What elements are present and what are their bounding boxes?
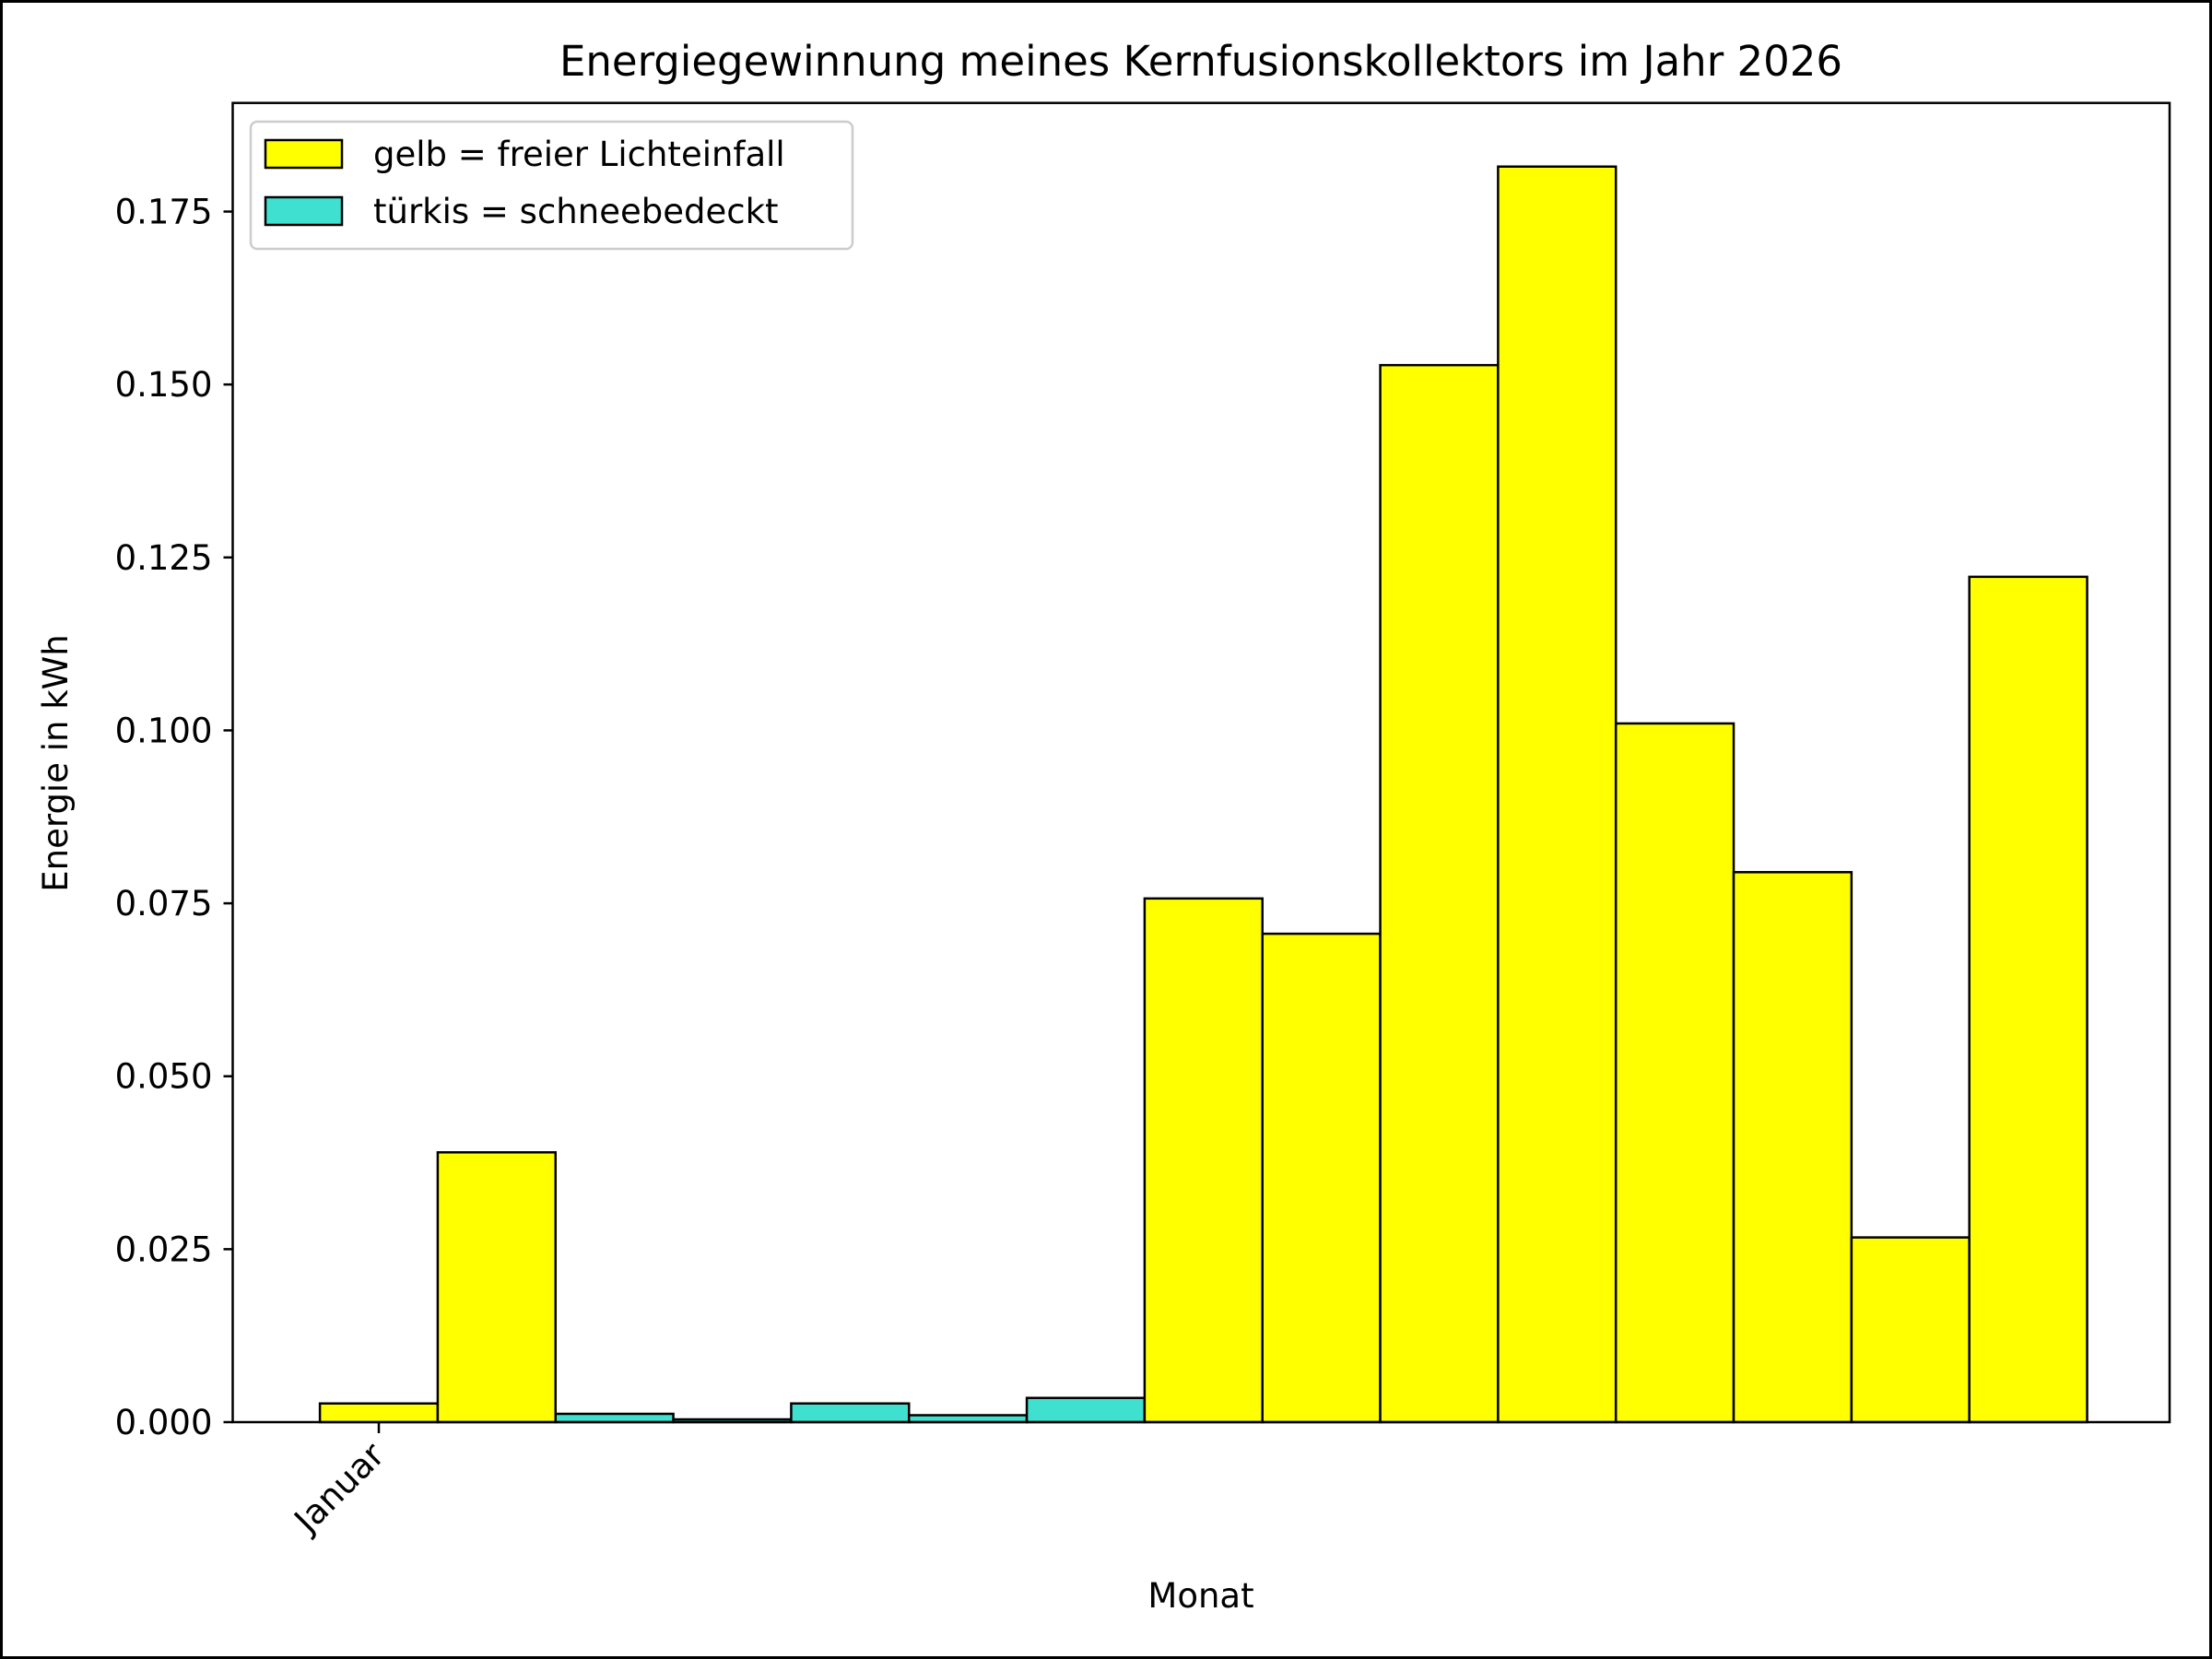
y-tick-label: 0.125 — [115, 538, 213, 578]
legend-label-sun: gelb = freier Lichteinfall — [373, 135, 785, 174]
y-tick-label: 0.075 — [115, 884, 213, 924]
bar-7 — [1025, 1396, 1147, 1424]
y-tick-label: 0.050 — [115, 1057, 213, 1097]
x-axis: Januar — [286, 1422, 393, 1541]
bar-10 — [1379, 363, 1500, 1424]
bar-5 — [790, 1402, 911, 1424]
bar-12 — [1614, 722, 1735, 1424]
bar-14 — [1850, 1236, 1971, 1424]
bar-15 — [1968, 575, 2088, 1424]
legend-swatch-yellow — [264, 138, 344, 170]
y-tick-label: 0.025 — [115, 1230, 213, 1269]
y-axis-label: Energie in kWh — [36, 634, 76, 891]
bar-9 — [1261, 932, 1382, 1424]
bar-11 — [1497, 165, 1618, 1424]
y-axis: 0.000 0.025 0.050 0.075 0.100 0.125 0.150 0.175 — [115, 193, 233, 1442]
y-tick-label: 0.000 — [115, 1403, 213, 1442]
legend-label-snow: türkis = schneebedeckt — [373, 192, 779, 231]
y-tick-label: 0.100 — [115, 711, 213, 750]
bar-8 — [1143, 897, 1264, 1424]
bar-13 — [1732, 871, 1853, 1424]
legend-swatch-turquoise — [264, 195, 344, 227]
legend: gelb = freier Lichteinfall türkis = schn… — [249, 120, 854, 251]
bars-group — [318, 165, 2088, 1424]
y-tick-label: 0.175 — [115, 193, 213, 232]
x-tick-label: Januar — [286, 1434, 393, 1541]
bar-3 — [554, 1412, 675, 1424]
bar-2 — [436, 1151, 558, 1424]
legend-box — [249, 120, 854, 251]
bar-1 — [318, 1402, 440, 1424]
chart-title: Energiegewinnung meines Kernfusionskolle… — [559, 37, 1842, 86]
axes-frame — [231, 101, 2171, 1424]
x-axis-label: Monat — [1147, 1576, 1253, 1616]
y-tick-label: 0.150 — [115, 365, 213, 405]
